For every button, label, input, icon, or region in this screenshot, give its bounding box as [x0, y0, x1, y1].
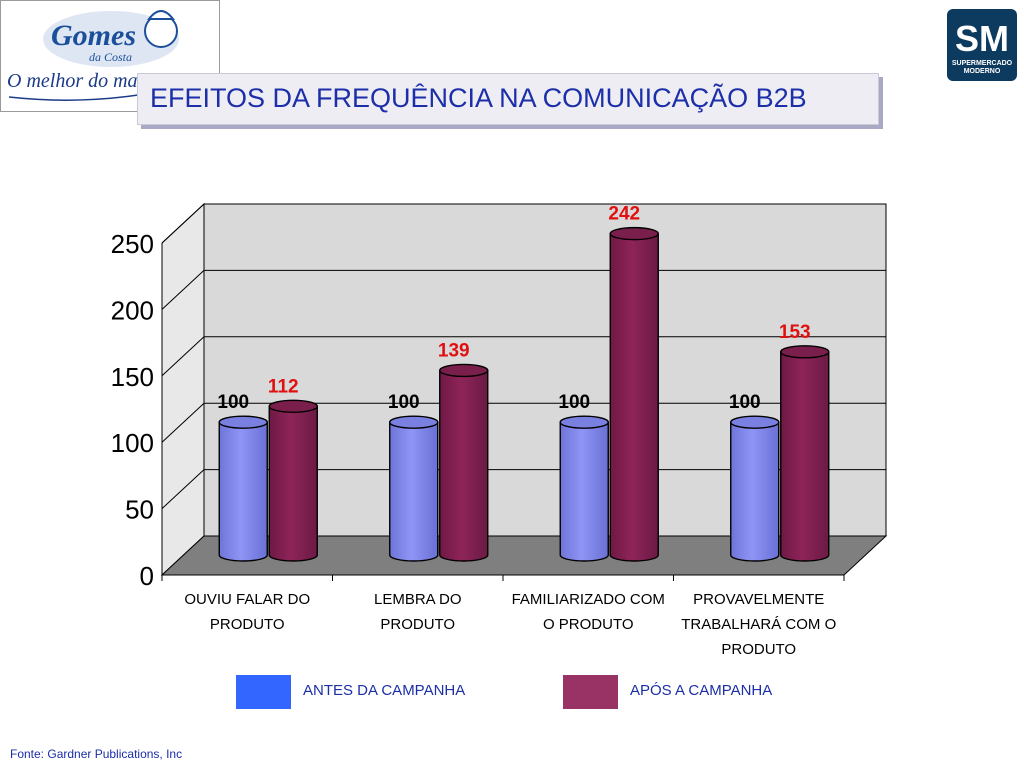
gridline-side	[161, 203, 205, 244]
bar-top	[609, 226, 659, 241]
sm-logo-graphic: SM SUPERMERCADO MODERNO	[947, 9, 1017, 81]
gridline-side	[161, 402, 205, 443]
bar	[609, 232, 659, 562]
gridline-side	[161, 270, 205, 310]
bar	[730, 421, 780, 562]
x-category-label: OUVIU FALAR DO	[184, 591, 310, 608]
data-label: 100	[217, 392, 249, 413]
sm-line1: SUPERMERCADO	[952, 60, 1013, 67]
x-category-label: PROVAVELMENTE	[693, 591, 824, 608]
bar-top	[439, 363, 489, 378]
x-category-label: LEMBRA DO	[374, 591, 462, 608]
bar-top	[559, 415, 609, 429]
y-tick-label: 100	[111, 428, 154, 458]
legend-label-before: ANTES DA CAMPANHA	[303, 682, 466, 699]
chart-side-wall	[161, 202, 205, 577]
bar-top	[730, 415, 780, 429]
gridline-side	[161, 336, 205, 377]
gomes-da-costa-logo: Gomes da Costa O melhor do mar	[0, 0, 220, 112]
y-tick-label: 250	[111, 229, 154, 259]
y-tick-label: 200	[111, 295, 154, 325]
x-category-label: TRABALHARÁ COM O	[681, 616, 836, 633]
data-label: 242	[608, 204, 640, 225]
legend-swatch-before	[236, 675, 291, 709]
bar	[389, 421, 439, 562]
x-category-label: PRODUTO	[380, 616, 455, 633]
y-tick-label: 0	[140, 561, 154, 591]
bar	[439, 369, 489, 562]
bar-top	[780, 345, 830, 359]
logo-brand-top: Gomes	[51, 19, 136, 52]
data-label: 139	[438, 340, 470, 361]
y-tick-label: 50	[125, 495, 154, 525]
logo-brand-sub: da Costa	[89, 50, 132, 64]
data-label: 153	[779, 322, 811, 343]
bar	[218, 421, 268, 562]
x-category-label: FAMILIARIZADO COM	[512, 591, 665, 608]
data-label: 112	[268, 376, 299, 397]
source-note: Fonte: Gardner Publications, Inc	[10, 747, 183, 761]
logo-graphic: Gomes da Costa O melhor do mar	[7, 10, 179, 101]
bar	[559, 421, 609, 562]
bar-top	[389, 415, 439, 429]
sm-line2: MODERNO	[964, 68, 1001, 75]
supermercado-moderno-logo: SM SUPERMERCADO MODERNO	[947, 9, 1017, 81]
page-title: EFEITOS DA FREQUÊNCIA NA COMUNICAÇÃO B2B	[150, 83, 807, 113]
legend-swatch-after	[563, 675, 618, 709]
bar	[268, 405, 318, 562]
title-box: EFEITOS DA FREQUÊNCIA NA COMUNICAÇÃO B2B	[137, 73, 879, 125]
y-tick-label: 150	[111, 362, 154, 392]
bar-top	[218, 415, 268, 429]
x-category-label: PRODUTO	[721, 641, 796, 658]
x-category-label: O PRODUTO	[543, 616, 634, 633]
sm-mark: SM	[955, 18, 1009, 59]
data-label: 100	[388, 392, 420, 413]
gridline-side	[161, 469, 205, 509]
x-category-label: PRODUTO	[210, 616, 285, 633]
bar-top	[268, 399, 318, 413]
bar	[780, 351, 830, 562]
data-label: 100	[558, 392, 590, 413]
bar-chart: 0 50 100 150 200 250 OUVIU FALAR DO PRODUTO LEMB…	[111, 202, 888, 658]
data-label: 100	[729, 392, 761, 413]
logo-tagline: O melhor do mar	[7, 70, 146, 92]
legend-label-after: APÓS A CAMPANHA	[630, 682, 773, 699]
